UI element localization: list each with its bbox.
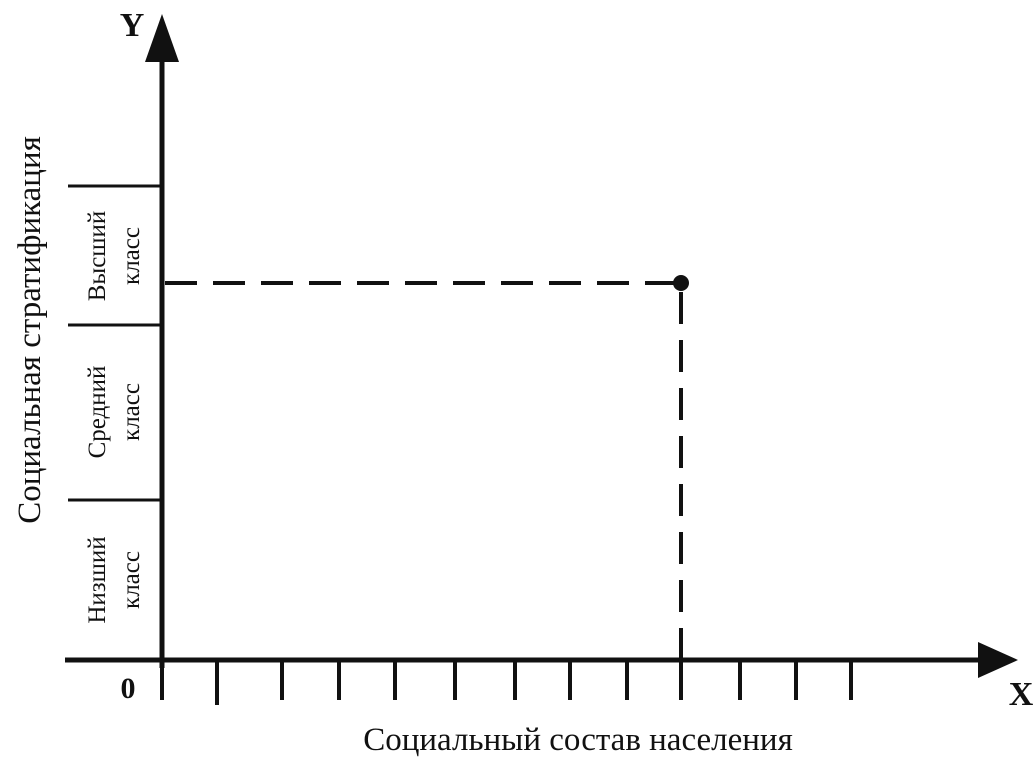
band-label-upper-line1: Высший bbox=[84, 211, 111, 302]
band-label-lower: Низший класс bbox=[84, 536, 145, 623]
band-label-lower-line1: Низший bbox=[84, 536, 111, 623]
position-point bbox=[673, 275, 689, 291]
x-axis-letter: X bbox=[1009, 676, 1034, 713]
band-label-middle-line2: класс bbox=[118, 383, 145, 441]
x-axis-ticks bbox=[160, 660, 853, 705]
band-label-upper: Высший класс bbox=[84, 211, 145, 302]
band-label-middle: Средний класс bbox=[84, 366, 145, 459]
x-axis-title: Социальный состав населения bbox=[363, 722, 793, 757]
origin-label: 0 bbox=[121, 672, 136, 705]
y-axis-title: Социальная стратификация bbox=[12, 136, 48, 524]
band-label-upper-line2: класс bbox=[118, 227, 145, 285]
y-axis-arrowhead bbox=[145, 14, 179, 62]
band-label-lower-line2: класс bbox=[118, 551, 145, 609]
x-axis-arrowhead bbox=[978, 642, 1018, 678]
band-label-middle-line1: Средний bbox=[84, 366, 111, 459]
y-axis-letter: Y bbox=[120, 7, 145, 44]
